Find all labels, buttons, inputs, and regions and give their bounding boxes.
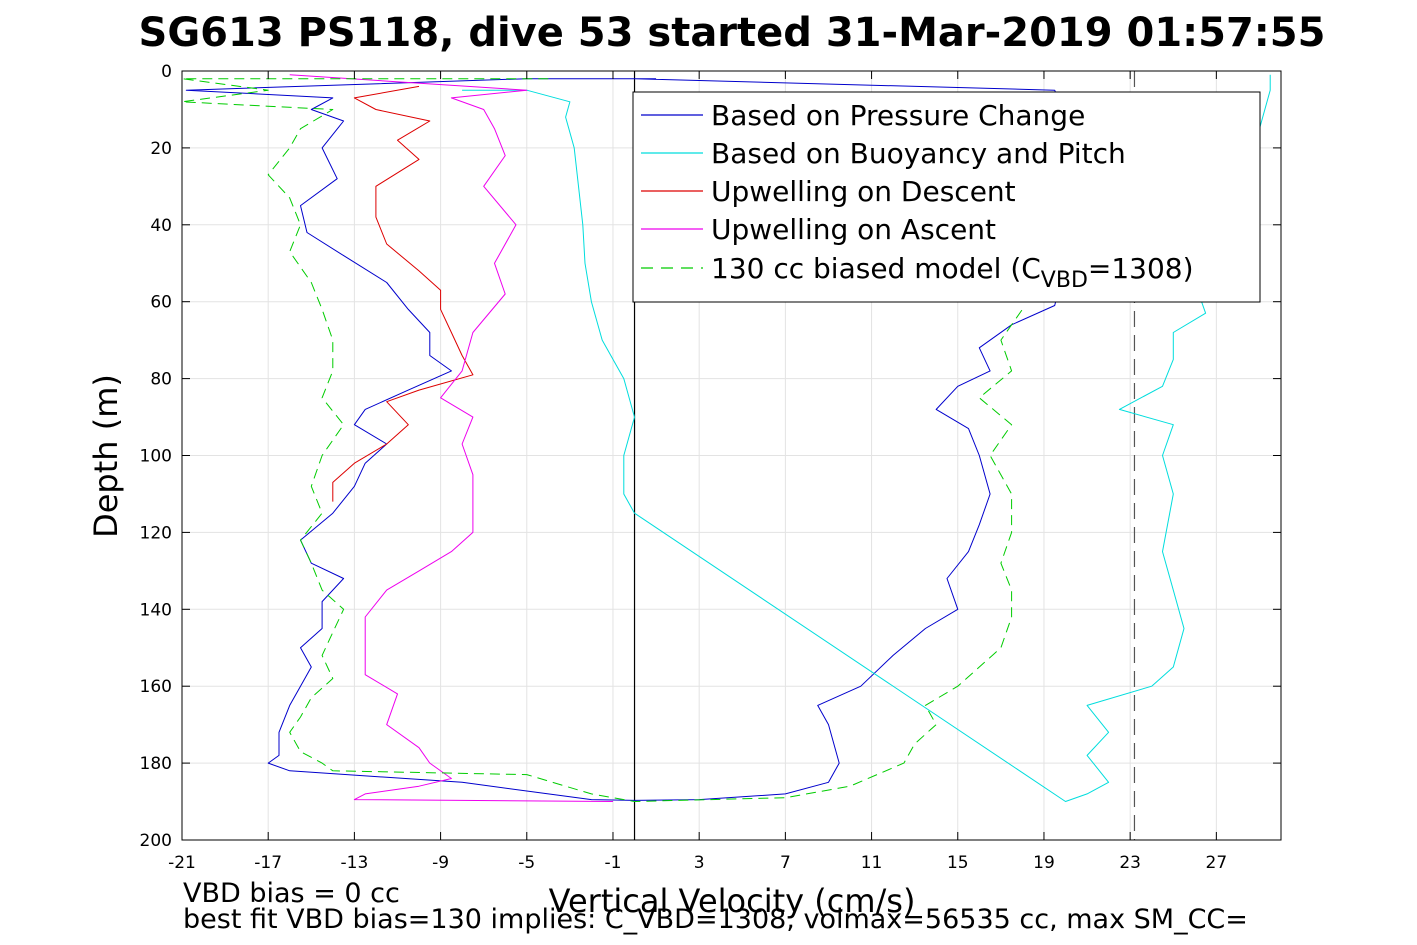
y-axis-label: Depth (m) xyxy=(87,374,125,538)
x-tick-label: -21 xyxy=(168,853,196,873)
y-tick-labels: 0 20 40 60 80 100 120 140 160 180 200 xyxy=(140,62,1281,851)
x-tick-label: 3 xyxy=(694,853,705,873)
legend-label-descent: Upwelling on Descent xyxy=(711,175,1016,208)
x-tick-labels: -21 -17 -13 -9 -5 -1 3 7 11 15 19 23 27 xyxy=(168,71,1227,873)
y-tick-label: 20 xyxy=(150,139,172,159)
x-tick-label: 19 xyxy=(1033,853,1055,873)
series-line-upwelling-ascent xyxy=(289,74,614,802)
x-axis-label: Vertical Velocity (cm/s) xyxy=(549,882,916,920)
footer-vbd-bias: VBD bias = 0 cc xyxy=(183,878,400,909)
legend-model-suffix: =1308) xyxy=(1088,252,1194,285)
x-tick-label: -13 xyxy=(341,853,369,873)
series-line-buoyancy-pitch xyxy=(462,74,1271,802)
x-tick-label: -1 xyxy=(605,853,622,873)
x-tick-label: 23 xyxy=(1119,853,1141,873)
series-line-biased-model xyxy=(181,78,1023,802)
series-line-pressure-change xyxy=(185,78,1077,801)
legend: Based on Pressure Change Based on Buoyan… xyxy=(632,91,1261,303)
y-tick-label: 100 xyxy=(140,447,172,467)
legend-label-pressure: Based on Pressure Change xyxy=(711,99,1085,132)
series-group xyxy=(181,74,1271,802)
legend-box xyxy=(632,91,1261,303)
y-tick-label: 120 xyxy=(140,523,172,543)
legend-model-prefix: 130 cc biased model (C xyxy=(711,252,1041,285)
chart-title: SG613 PS118, dive 53 started 31-Mar-2019… xyxy=(139,10,1326,56)
x-tick-label: -5 xyxy=(518,853,535,873)
y-tick-label: 180 xyxy=(140,754,172,774)
y-tick-label: 0 xyxy=(161,62,172,82)
legend-label-model: 130 cc biased model (CVBD=1308) xyxy=(711,252,1194,293)
y-tick-label: 200 xyxy=(140,831,172,851)
x-tick-label: -17 xyxy=(254,853,282,873)
y-tick-label: 60 xyxy=(150,293,172,313)
legend-label-ascent: Upwelling on Ascent xyxy=(711,213,996,246)
legend-label-buoyancy: Based on Buoyancy and Pitch xyxy=(711,137,1126,170)
y-tick-label: 140 xyxy=(140,600,172,620)
x-tick-label: 11 xyxy=(861,853,883,873)
x-tick-label: -9 xyxy=(432,853,449,873)
y-tick-label: 80 xyxy=(150,370,172,390)
footer-best-fit: best fit VBD bias=130 implies: C_VBD=130… xyxy=(183,904,1248,935)
y-tick-label: 40 xyxy=(150,216,172,236)
y-tick-label: 160 xyxy=(140,677,172,697)
x-tick-label: 27 xyxy=(1206,853,1228,873)
legend-model-sub: VBD xyxy=(1041,268,1088,293)
x-tick-label: 7 xyxy=(780,853,791,873)
x-tick-label: 15 xyxy=(947,853,969,873)
series-line-upwelling-descent xyxy=(332,85,474,502)
